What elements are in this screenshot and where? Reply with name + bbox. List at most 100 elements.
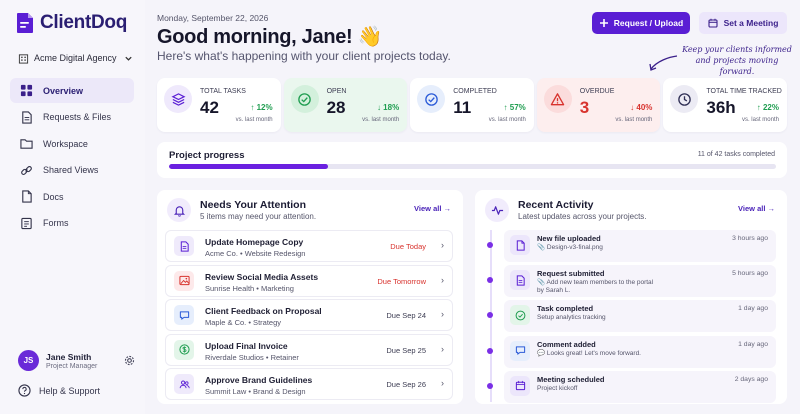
- sidebar-item-shared-views[interactable]: Shared Views: [10, 158, 134, 183]
- activity-icon: [485, 198, 509, 222]
- activity-detail: Project kickoff: [537, 384, 578, 392]
- recent-activity-panel: Recent Activity Latest updates across yo…: [475, 190, 787, 404]
- chevron-right-icon: ›: [441, 274, 444, 285]
- button-label: Request / Upload: [613, 18, 684, 28]
- stat-change: ↓ 40%: [630, 103, 653, 112]
- sidebar-item-label: Forms: [43, 218, 69, 229]
- logo[interactable]: ClientDoq: [16, 12, 127, 34]
- stat-label: Open: [326, 88, 347, 95]
- annotation-arrow-icon: [649, 55, 678, 71]
- sidebar-item-workspace[interactable]: Workspace: [10, 131, 134, 156]
- list-item[interactable]: Approve Brand Guidelines Summit Law • Br…: [165, 368, 453, 401]
- user-name: Jane Smith: [46, 351, 92, 362]
- stat-value: 28: [326, 98, 346, 117]
- stat-card-total-tasks[interactable]: Total Tasks 42 ↑ 12% vs. last month: [157, 78, 281, 132]
- stat-label: Total Tasks: [200, 88, 246, 95]
- stat-card-time-tracked[interactable]: Total Time Tracked 36h ↑ 22% vs. last mo…: [663, 78, 787, 132]
- file-icon: [510, 235, 530, 255]
- list-item[interactable]: Request submitted 📎 Add new team members…: [487, 265, 776, 298]
- sidebar-nav: Overview Requests & Files Workspace Shar…: [10, 78, 134, 238]
- stats-row: Total Tasks 42 ↑ 12% vs. last month Open…: [157, 78, 787, 132]
- check-circle-icon: [290, 85, 319, 113]
- chevron-right-icon: ›: [441, 343, 444, 354]
- stat-change: ↑ 12%: [250, 103, 273, 112]
- sidebar-item-label: Overview: [43, 85, 84, 96]
- sidebar-item-label: Docs: [43, 191, 64, 202]
- activity-detail: 💬 Looks great! Let's move forward.: [537, 349, 641, 357]
- activity-title: Task completed: [537, 304, 594, 314]
- form-icon: [21, 217, 32, 230]
- panel-subtitle: Latest updates across your projects.: [518, 212, 647, 221]
- activity-title: Request submitted: [537, 269, 605, 279]
- avatar: JS: [18, 350, 39, 371]
- list-item[interactable]: New file uploaded 📎 Design-v3-final.png …: [487, 230, 776, 262]
- list-item[interactable]: Comment added 💬 Looks great! Let's move …: [487, 335, 776, 368]
- stat-value: 42: [200, 98, 219, 117]
- user-role: Project Manager: [46, 362, 98, 370]
- help-icon: [18, 384, 31, 397]
- activity-title: Comment added: [537, 339, 596, 349]
- org-name: Acme Digital Agency: [34, 53, 117, 63]
- activity-detail: 📎 Add new team members to the portal by …: [537, 279, 654, 295]
- stat-change: ↑ 57%: [503, 103, 526, 112]
- timeline-dot: [487, 382, 493, 389]
- org-switcher[interactable]: Acme Digital Agency: [18, 50, 133, 66]
- sidebar-item-docs[interactable]: Docs: [10, 184, 134, 209]
- list-item[interactable]: Upload Final Invoice Riverdale Studios •…: [165, 333, 453, 366]
- sidebar-item-overview[interactable]: Overview: [10, 78, 134, 103]
- view-all-link[interactable]: View all →: [414, 204, 451, 213]
- stat-card-open[interactable]: Open 28 ↓ 18% vs. last month: [283, 78, 408, 132]
- gear-icon[interactable]: [124, 355, 135, 366]
- sidebar-item-label: Shared Views: [43, 165, 99, 176]
- activity-title: Meeting scheduled: [537, 374, 605, 384]
- timeline-dot: [487, 277, 493, 284]
- sidebar: ClientDoq Acme Digital Agency Overview R…: [0, 0, 145, 414]
- item-meta: Riverdale Studios • Retainer: [205, 352, 299, 362]
- activity-time: 2 days ago: [734, 375, 768, 383]
- doc-icon: [510, 270, 530, 291]
- sidebar-item-label: Requests & Files: [43, 112, 112, 123]
- check-circle-icon: [510, 305, 530, 326]
- activity-time: 3 hours ago: [732, 235, 768, 242]
- timeline-dot: [487, 347, 493, 354]
- due-date: Due Tomorrow: [377, 276, 426, 286]
- chevron-right-icon: ›: [441, 378, 444, 389]
- stat-label: Overdue: [579, 88, 615, 95]
- chevron-right-icon: ›: [441, 240, 444, 250]
- sidebar-item-forms[interactable]: Forms: [10, 211, 134, 236]
- due-date: Due Sep 25: [386, 345, 426, 355]
- list-item[interactable]: Review Social Media Assets Sunrise Healt…: [165, 264, 453, 297]
- stat-card-overdue[interactable]: Overdue 3 ↓ 40% vs. last month: [536, 78, 661, 132]
- folder-icon: [20, 139, 33, 149]
- activity-time: 1 day ago: [738, 305, 768, 313]
- users-icon: [174, 374, 194, 395]
- user-profile[interactable]: JS Jane Smith Project Manager: [18, 350, 135, 371]
- sidebar-item-label: Workspace: [43, 138, 88, 149]
- bell-icon: [167, 198, 191, 222]
- list-item[interactable]: Client Feedback on Proposal Maple & Co. …: [165, 299, 453, 332]
- warning-icon: [543, 85, 572, 113]
- list-item[interactable]: Meeting scheduled Project kickoff 2 days…: [487, 370, 776, 403]
- view-all-link[interactable]: View all →: [738, 204, 775, 213]
- stat-change: ↓ 18%: [376, 103, 400, 112]
- stat-value: 36h: [706, 98, 736, 117]
- list-item[interactable]: Task completed Setup analytics tracking …: [487, 300, 776, 333]
- app-name: ClientDoq: [40, 12, 128, 33]
- set-meeting-button[interactable]: Set a Meeting: [699, 12, 787, 34]
- attention-list: Update Homepage Copy Acme Co. • Website …: [165, 230, 453, 403]
- sidebar-item-requests[interactable]: Requests & Files: [10, 105, 134, 130]
- help-label: Help & Support: [39, 385, 101, 396]
- activity-title: New file uploaded: [537, 234, 601, 243]
- item-meta: Acme Co. • Website Redesign: [205, 249, 306, 258]
- list-item[interactable]: Update Homepage Copy Acme Co. • Website …: [165, 230, 453, 262]
- stat-note: vs. last month: [488, 117, 526, 123]
- timeline-dot: [487, 242, 493, 248]
- progress-title: Project progress: [169, 150, 245, 161]
- stat-card-completed[interactable]: Completed 11 ↑ 57% vs. last month: [410, 78, 534, 132]
- annotation-note: Keep your clients informed and projects …: [682, 45, 792, 76]
- file-icon: [22, 110, 32, 124]
- request-upload-button[interactable]: Request / Upload: [592, 12, 690, 34]
- page-title: Good morning, Jane! 👋: [157, 26, 383, 48]
- help-support-link[interactable]: Help & Support: [18, 384, 100, 397]
- stat-label: Total Time Tracked: [706, 88, 782, 95]
